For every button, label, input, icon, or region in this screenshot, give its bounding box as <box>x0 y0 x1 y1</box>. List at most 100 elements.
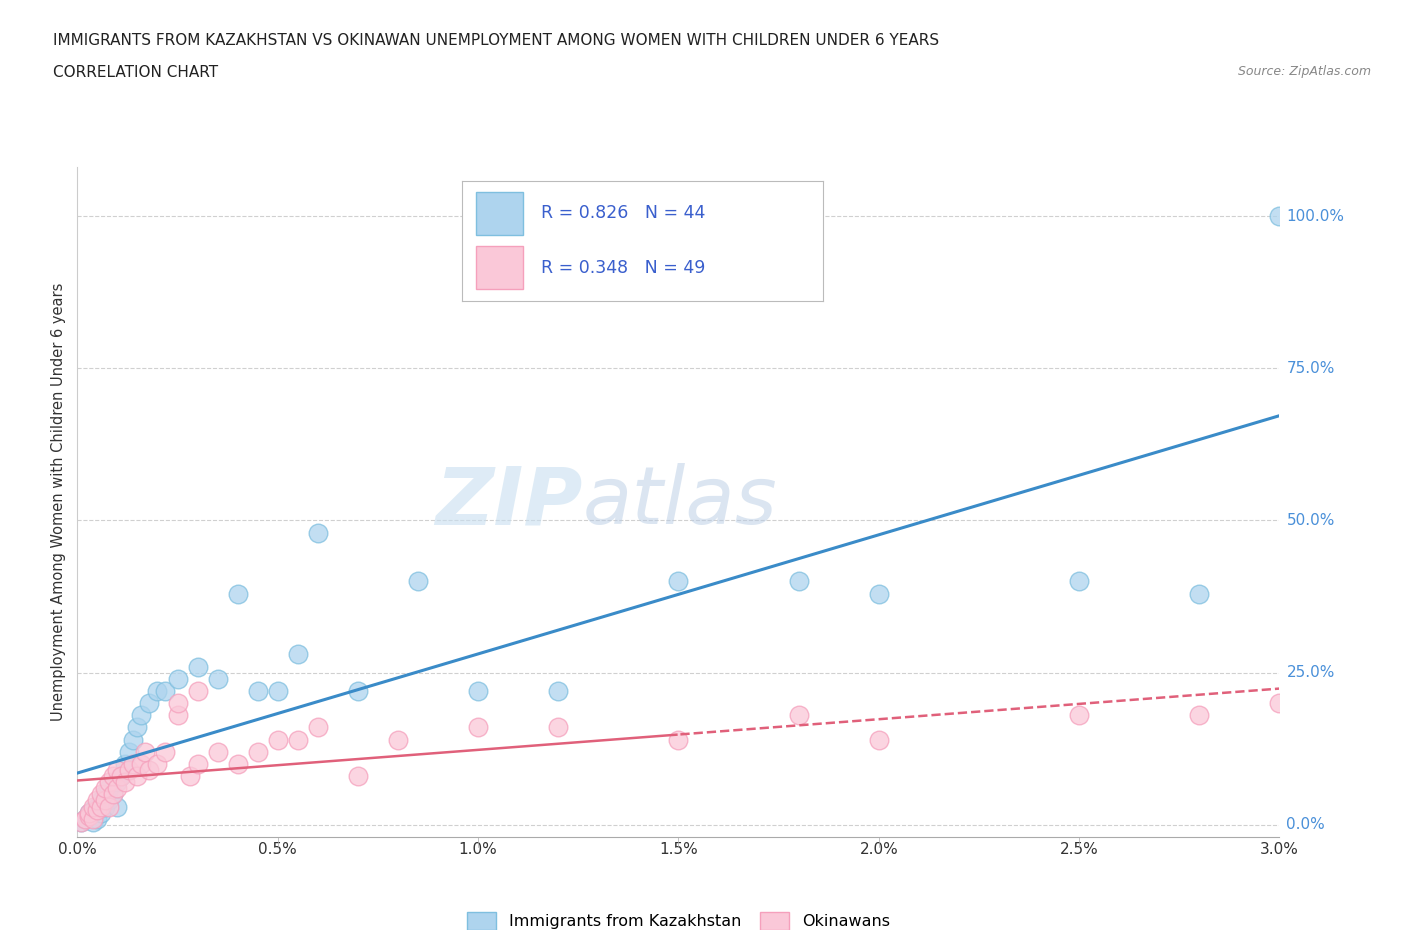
Point <box>114 775 136 790</box>
Point <box>75 811 97 826</box>
Point <box>267 684 290 698</box>
Point <box>1069 708 1091 723</box>
Point <box>406 574 429 589</box>
Point <box>70 815 93 830</box>
Point <box>98 799 121 814</box>
Text: 100.0%: 100.0% <box>1286 208 1344 223</box>
Text: 75.0%: 75.0% <box>1286 361 1334 376</box>
Point <box>118 763 141 777</box>
Point <box>146 684 169 698</box>
Point <box>86 793 108 808</box>
Point <box>166 671 188 686</box>
Point <box>179 769 201 784</box>
Point <box>90 793 112 808</box>
Text: IMMIGRANTS FROM KAZAKHSTAN VS OKINAWAN UNEMPLOYMENT AMONG WOMEN WITH CHILDREN UN: IMMIGRANTS FROM KAZAKHSTAN VS OKINAWAN U… <box>53 33 939 47</box>
Point <box>107 781 129 796</box>
Text: ZIP: ZIP <box>434 463 582 541</box>
Point <box>110 769 132 784</box>
Point <box>1268 696 1291 711</box>
Point <box>103 787 125 802</box>
Point <box>98 775 121 790</box>
Point <box>138 763 160 777</box>
Point <box>467 684 489 698</box>
Point <box>668 574 690 589</box>
Point <box>94 799 117 814</box>
Point <box>107 799 129 814</box>
Point <box>267 732 290 747</box>
Point <box>79 805 101 820</box>
Point <box>90 799 112 814</box>
Point <box>226 756 249 771</box>
Point <box>207 744 229 759</box>
Point <box>70 815 93 830</box>
Point <box>94 781 117 796</box>
Point <box>114 756 136 771</box>
Point <box>82 811 104 826</box>
Point <box>86 799 108 814</box>
Point <box>118 744 141 759</box>
Point <box>134 744 156 759</box>
Point <box>246 744 269 759</box>
Point <box>131 756 153 771</box>
Text: CORRELATION CHART: CORRELATION CHART <box>53 65 218 80</box>
Point <box>90 787 112 802</box>
Point <box>131 708 153 723</box>
Point <box>166 708 188 723</box>
Point <box>86 811 108 826</box>
Point <box>103 769 125 784</box>
Point <box>155 744 177 759</box>
Point <box>346 684 368 698</box>
Point <box>98 781 121 796</box>
Point <box>94 793 117 808</box>
Text: 25.0%: 25.0% <box>1286 665 1334 680</box>
Point <box>868 732 890 747</box>
Point <box>346 769 368 784</box>
Point <box>107 763 129 777</box>
Point <box>307 525 329 540</box>
Text: atlas: atlas <box>582 463 778 541</box>
Point <box>186 659 209 674</box>
Point <box>103 787 125 802</box>
Point <box>79 808 101 823</box>
Point <box>668 732 690 747</box>
Legend: Immigrants from Kazakhstan, Okinawans: Immigrants from Kazakhstan, Okinawans <box>461 905 896 930</box>
Point <box>82 803 104 817</box>
Point <box>1188 708 1211 723</box>
Y-axis label: Unemployment Among Women with Children Under 6 years: Unemployment Among Women with Children U… <box>51 283 66 722</box>
Point <box>307 720 329 735</box>
Text: 50.0%: 50.0% <box>1286 513 1334 528</box>
Point <box>1268 208 1291 223</box>
Point <box>787 708 810 723</box>
Point <box>287 647 309 662</box>
Point <box>547 720 569 735</box>
Point <box>122 756 145 771</box>
Point <box>86 803 108 817</box>
Point <box>127 769 149 784</box>
Point <box>387 732 409 747</box>
Point <box>146 756 169 771</box>
Point <box>287 732 309 747</box>
Point <box>166 696 188 711</box>
Point <box>1069 574 1091 589</box>
Point <box>127 720 149 735</box>
Point <box>107 775 129 790</box>
Point <box>98 793 121 808</box>
Point <box>155 684 177 698</box>
Text: 0.0%: 0.0% <box>1286 817 1324 832</box>
Point <box>79 808 101 823</box>
Point <box>110 769 132 784</box>
Point <box>94 787 117 802</box>
Point <box>186 684 209 698</box>
Text: Source: ZipAtlas.com: Source: ZipAtlas.com <box>1237 65 1371 78</box>
Point <box>868 586 890 601</box>
Point <box>82 799 104 814</box>
Point <box>1188 586 1211 601</box>
Point <box>138 696 160 711</box>
Point <box>246 684 269 698</box>
Point <box>787 574 810 589</box>
Point <box>82 815 104 830</box>
Point <box>90 805 112 820</box>
Point <box>226 586 249 601</box>
Point <box>79 805 101 820</box>
Point <box>75 811 97 826</box>
